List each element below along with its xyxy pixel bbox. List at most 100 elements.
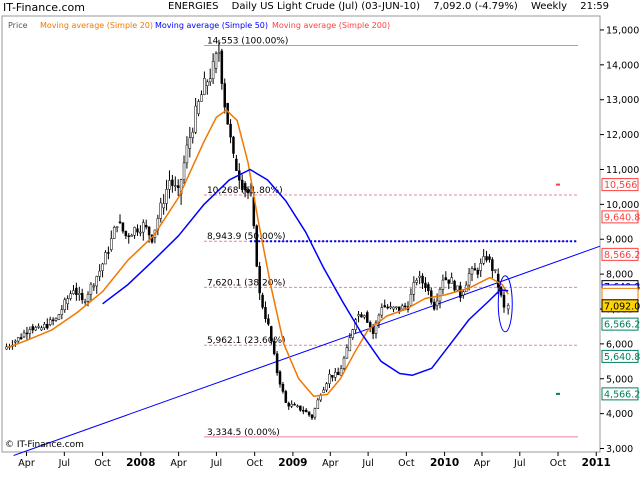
candle-body [270, 326, 273, 342]
candle-body [307, 411, 311, 416]
chart-header: IT-Finance.com ENERGIES Daily US Light C… [0, 0, 640, 16]
x-tick-label: Jul [513, 458, 525, 469]
candle-body [69, 293, 72, 299]
candle-body [313, 408, 317, 418]
candle-body [334, 371, 337, 378]
candle-body [386, 306, 389, 309]
candle-body [211, 61, 215, 79]
fib-level-label: 5,962.1 (23.60%) [207, 336, 286, 346]
fib-level-label: 14,553 (100.00%) [207, 37, 288, 47]
candle-body [316, 399, 320, 409]
candle-body [54, 317, 58, 321]
candle-body [226, 102, 229, 125]
candle-body [255, 225, 258, 267]
candle-body [28, 329, 32, 334]
y-tick-label: 5,000 [606, 374, 633, 385]
candle-body [223, 83, 226, 108]
candle-body [147, 226, 151, 236]
candle-body [409, 294, 413, 306]
candle-body [232, 136, 235, 154]
candle-body [400, 305, 404, 310]
price-tag-label: 8,566.2 [604, 250, 640, 261]
candle-body [278, 371, 282, 385]
candle-body [194, 105, 197, 133]
candle-body [310, 414, 314, 419]
candle-body [473, 268, 477, 271]
candle-body [115, 226, 119, 228]
candle-body [494, 269, 497, 271]
candle-body [363, 315, 366, 318]
x-tick-label: Oct [550, 458, 567, 469]
candle-body [427, 284, 430, 292]
price-tag-box [601, 287, 639, 301]
candle-body [121, 222, 125, 232]
candle-body [112, 227, 116, 239]
candle-body [319, 395, 322, 401]
y-tick-label: 9,000 [606, 235, 633, 246]
candle-body [479, 263, 482, 271]
candle-body [284, 391, 288, 403]
candle-body [142, 222, 145, 233]
candle-body [43, 324, 46, 329]
candle-body [191, 131, 194, 139]
candle-body [267, 318, 270, 325]
price-tag-label: 4,566.2 [604, 389, 640, 400]
price-tag-box [601, 247, 639, 261]
price-tag-box [601, 299, 639, 313]
candle-body [208, 78, 212, 83]
candle-body [418, 275, 421, 278]
price-tag-box [601, 178, 639, 192]
candle-body [415, 279, 418, 283]
x-tick-label: 2010 [430, 457, 459, 469]
candle-body [488, 256, 491, 260]
candle-body [322, 389, 325, 393]
candle-body [264, 307, 267, 319]
candle-body [441, 279, 445, 290]
candle-body [374, 322, 378, 334]
candle-body [92, 285, 96, 288]
candle-body [101, 263, 104, 271]
candle-body [188, 137, 192, 149]
candle-body [261, 294, 264, 308]
candle-body [272, 340, 276, 354]
ma20-line [7, 109, 509, 397]
candle-body [246, 189, 250, 194]
y-tick-label: 4,000 [606, 409, 633, 420]
candle-body [398, 306, 401, 312]
candle-body [459, 285, 462, 298]
plot-area [1, 15, 601, 453]
legend-entry: Price [8, 21, 28, 30]
y-tick-label: 11,000 [606, 165, 639, 176]
candle-body [217, 52, 221, 55]
price-tag-box [601, 210, 639, 224]
chart-title: ENERGIES Daily US Light Crude (Jul) (03-… [168, 1, 619, 12]
candle-body [450, 277, 453, 284]
candle-body [127, 235, 130, 237]
candle-body [144, 225, 148, 228]
candle-body [83, 300, 87, 303]
candle-body [432, 301, 436, 310]
fib-level-label: 3,334.5 (0.00%) [207, 428, 280, 438]
candle-body [476, 269, 480, 275]
y-tick-label: 13,000 [606, 95, 639, 106]
x-tick-label: Apr [170, 458, 187, 469]
candle-body [98, 270, 101, 277]
candle-body [275, 353, 279, 374]
candle-body [174, 185, 177, 187]
candle-body [110, 238, 113, 250]
candle-body [368, 322, 372, 328]
price-tag-label: 6,566.2 [604, 320, 640, 331]
candle-body [366, 312, 369, 323]
x-tick-label: Jul [210, 458, 222, 469]
price-tag-box [601, 317, 639, 331]
candle-body [357, 314, 360, 317]
y-tick-label: 10,000 [606, 200, 639, 211]
candle-body [46, 324, 49, 329]
candle-body [57, 314, 61, 320]
price-tag-box [601, 349, 639, 363]
candle-body [34, 327, 37, 331]
candle-body [302, 410, 305, 412]
candle-body [421, 275, 424, 284]
candle-body [389, 306, 392, 309]
candle-body [182, 162, 186, 180]
